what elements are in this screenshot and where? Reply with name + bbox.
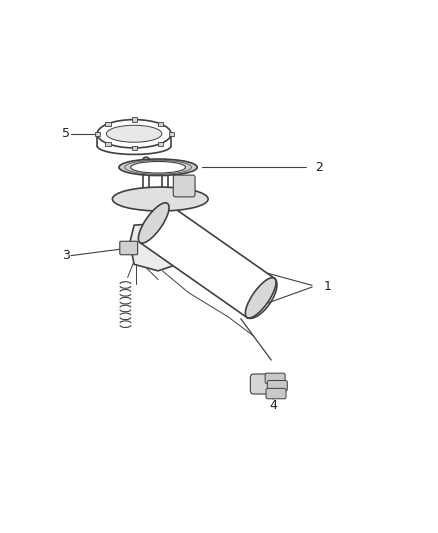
Bar bbox=[131, 146, 137, 150]
FancyBboxPatch shape bbox=[120, 241, 138, 255]
Bar bbox=[158, 122, 163, 126]
Ellipse shape bbox=[138, 203, 169, 243]
FancyBboxPatch shape bbox=[266, 389, 286, 399]
Bar bbox=[169, 132, 174, 136]
Ellipse shape bbox=[131, 161, 185, 173]
Bar bbox=[131, 117, 137, 122]
Ellipse shape bbox=[106, 125, 162, 142]
Bar bbox=[95, 132, 100, 136]
Bar bbox=[106, 122, 110, 126]
Ellipse shape bbox=[97, 119, 171, 148]
FancyBboxPatch shape bbox=[265, 373, 285, 384]
Bar bbox=[106, 142, 110, 146]
Text: 3: 3 bbox=[62, 249, 70, 262]
Text: 5: 5 bbox=[62, 127, 71, 140]
FancyBboxPatch shape bbox=[267, 381, 287, 391]
Polygon shape bbox=[130, 223, 191, 271]
Bar bbox=[158, 142, 163, 146]
Ellipse shape bbox=[113, 187, 208, 211]
Text: 4: 4 bbox=[269, 399, 277, 412]
FancyBboxPatch shape bbox=[251, 374, 279, 394]
Ellipse shape bbox=[119, 159, 197, 175]
Text: 2: 2 bbox=[315, 161, 323, 174]
Polygon shape bbox=[140, 204, 274, 318]
Text: 1: 1 bbox=[323, 280, 331, 293]
FancyBboxPatch shape bbox=[173, 175, 195, 197]
Ellipse shape bbox=[245, 278, 276, 318]
